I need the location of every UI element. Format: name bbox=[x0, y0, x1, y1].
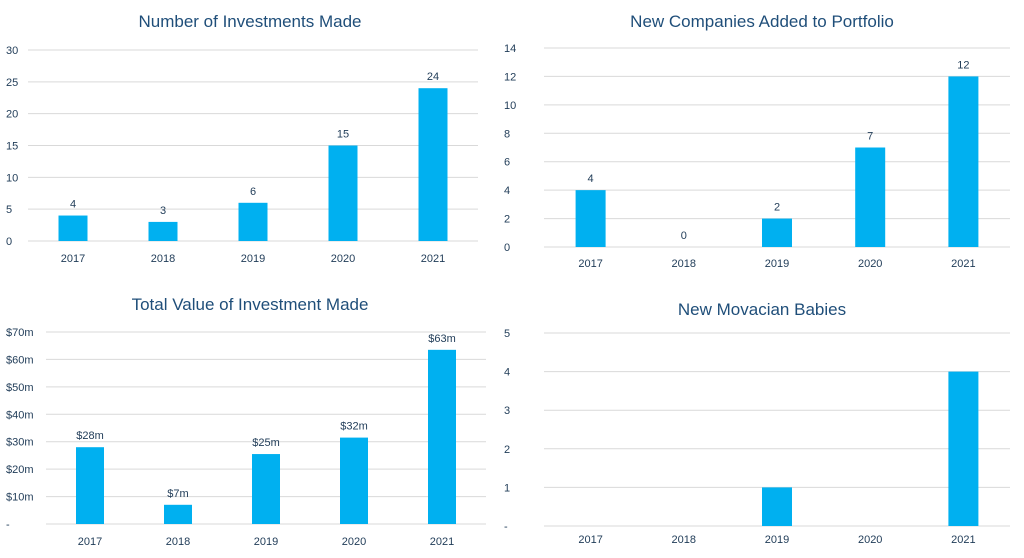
x-tick-label: 2017 bbox=[61, 253, 85, 265]
bar bbox=[58, 215, 88, 241]
data-label: 24 bbox=[427, 71, 439, 83]
chart-total-value-of-investment: Total Value of Investment Made - $10m $20m… bbox=[0, 285, 500, 558]
data-label: $7m bbox=[167, 488, 188, 500]
x-tick-label: 2018 bbox=[166, 536, 190, 548]
bar bbox=[238, 202, 268, 241]
data-label: 4 bbox=[588, 173, 594, 185]
bar bbox=[948, 76, 979, 247]
bar bbox=[328, 145, 358, 241]
bar-chart-svg: 0 5 10 15 20 25 30 2017 4 2018 3 2019 6 2020 15 2021 24 bbox=[6, 45, 478, 265]
y-tick-label: $50m bbox=[6, 382, 34, 394]
y-tick-label: $70m bbox=[6, 327, 34, 339]
y-tick-label: 20 bbox=[6, 109, 18, 121]
x-tick-label: 2017 bbox=[78, 536, 102, 548]
y-tick-label: $30m bbox=[6, 437, 34, 449]
bar bbox=[148, 221, 178, 241]
chart-title: Total Value of Investment Made bbox=[131, 295, 369, 314]
y-tick-label: $20m bbox=[6, 464, 34, 476]
bar bbox=[340, 437, 368, 524]
x-tick-label: 2018 bbox=[672, 258, 696, 270]
bar bbox=[948, 371, 979, 526]
x-tick-label: 2020 bbox=[858, 258, 882, 270]
chart-title: New Companies Added to Portfolio bbox=[630, 12, 894, 31]
data-label: $28m bbox=[76, 430, 104, 442]
bar bbox=[164, 504, 192, 524]
x-tick-label: 2021 bbox=[951, 258, 975, 270]
bar-chart-svg: - $10m $20m $30m $40m $50m $60m $70m 2017 $28m 201… bbox=[6, 327, 486, 548]
x-tick-label: 2017 bbox=[578, 258, 602, 270]
bar bbox=[418, 88, 448, 241]
y-tick-label: 4 bbox=[504, 185, 510, 197]
x-tick-label: 2019 bbox=[241, 253, 265, 265]
y-tick-label: 25 bbox=[6, 77, 18, 89]
x-tick-label: 2018 bbox=[672, 534, 696, 546]
y-tick-label: 1 bbox=[504, 482, 510, 494]
data-label: 2 bbox=[774, 202, 780, 214]
x-tick-label: 2017 bbox=[578, 534, 602, 546]
bar bbox=[76, 447, 104, 524]
y-tick-label: 8 bbox=[504, 128, 510, 140]
bar bbox=[575, 190, 606, 247]
data-label: $63m bbox=[428, 333, 456, 345]
bar bbox=[855, 147, 886, 247]
data-label: 7 bbox=[867, 131, 873, 143]
x-tick-label: 2020 bbox=[331, 253, 355, 265]
y-tick-label: 10 bbox=[6, 172, 18, 184]
y-tick-label: 4 bbox=[504, 367, 510, 379]
data-label: 0 bbox=[681, 230, 687, 242]
bar bbox=[762, 218, 792, 247]
y-tick-label: - bbox=[6, 519, 10, 531]
y-tick-label: 14 bbox=[504, 43, 516, 55]
y-tick-label: - bbox=[504, 521, 508, 533]
y-tick-label: 0 bbox=[504, 242, 510, 254]
y-tick-label: 2 bbox=[504, 444, 510, 456]
y-tick-label: 30 bbox=[6, 45, 18, 57]
chart-new-companies: New Companies Added to Portfolio 0 2 4 6 8 10… bbox=[500, 0, 1024, 280]
y-tick-label: 5 bbox=[6, 204, 12, 216]
y-tick-label: 5 bbox=[504, 328, 510, 340]
x-tick-label: 2019 bbox=[254, 536, 278, 548]
x-tick-label: 2019 bbox=[765, 534, 789, 546]
y-tick-label: $60m bbox=[6, 354, 34, 366]
bar bbox=[762, 487, 792, 526]
x-tick-label: 2019 bbox=[765, 258, 789, 270]
chart-number-of-investments: Number of Investments Made 0 5 10 15 20 25 30 2… bbox=[0, 0, 500, 280]
chart-new-movacian-babies: New Movacian Babies - 1 2 3 4 5 2017 2018 2019 20… bbox=[500, 285, 1024, 558]
x-tick-label: 2021 bbox=[430, 536, 454, 548]
data-label: 12 bbox=[957, 59, 969, 71]
y-tick-label: 12 bbox=[504, 71, 516, 83]
x-tick-label: 2021 bbox=[951, 534, 975, 546]
y-tick-label: 10 bbox=[504, 100, 516, 112]
data-label: $32m bbox=[340, 421, 368, 433]
chart-title: Number of Investments Made bbox=[138, 12, 362, 31]
y-tick-label: 0 bbox=[6, 236, 12, 248]
data-label: 4 bbox=[70, 199, 76, 211]
data-label: $25m bbox=[252, 437, 280, 449]
bar bbox=[252, 454, 280, 524]
x-tick-label: 2018 bbox=[151, 253, 175, 265]
data-label: 3 bbox=[160, 205, 166, 217]
x-tick-label: 2020 bbox=[858, 534, 882, 546]
bar-chart-svg: 0 2 4 6 8 10 12 14 2017 4 2018 0 2019 2 2020 7 2021 12 bbox=[504, 43, 1010, 270]
x-tick-label: 2021 bbox=[421, 253, 445, 265]
y-tick-label: 15 bbox=[6, 141, 18, 153]
y-tick-label: $10m bbox=[6, 492, 34, 504]
chart-title: New Movacian Babies bbox=[677, 300, 847, 319]
y-tick-label: 2 bbox=[504, 214, 510, 226]
bar-chart-svg: - 1 2 3 4 5 2017 2018 2019 2020 2021 bbox=[504, 328, 1010, 546]
data-label: 15 bbox=[337, 129, 349, 141]
y-tick-label: 3 bbox=[504, 405, 510, 417]
x-tick-label: 2020 bbox=[342, 536, 366, 548]
y-tick-label: $40m bbox=[6, 409, 34, 421]
y-tick-label: 6 bbox=[504, 157, 510, 169]
data-label: 6 bbox=[250, 186, 256, 198]
bar bbox=[428, 349, 456, 524]
